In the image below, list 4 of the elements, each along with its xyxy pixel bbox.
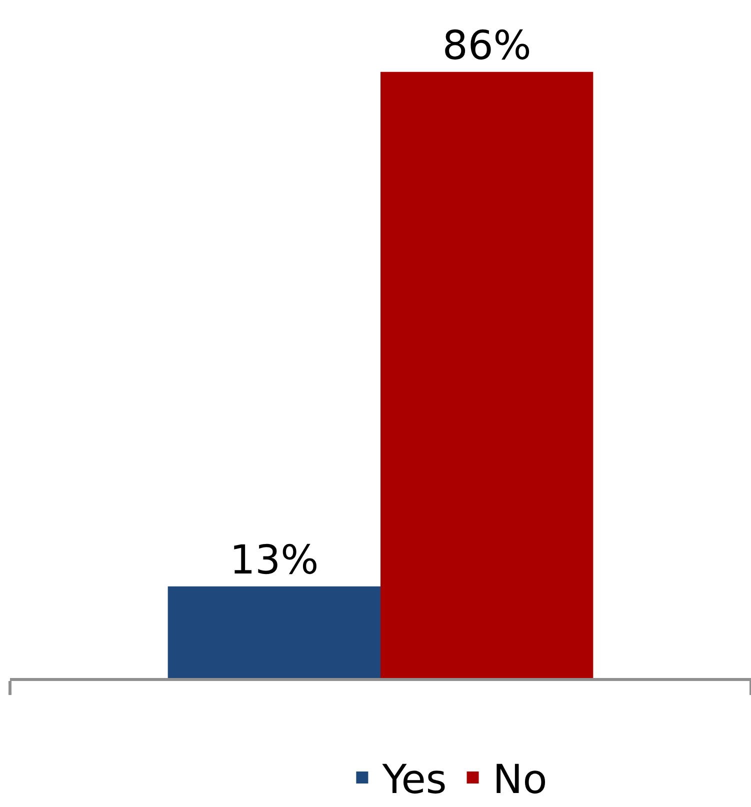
data-label: 13% <box>230 537 319 584</box>
legend-label: Yes <box>381 757 447 804</box>
legend-label: No <box>492 757 548 804</box>
data-label: 86% <box>442 22 532 69</box>
